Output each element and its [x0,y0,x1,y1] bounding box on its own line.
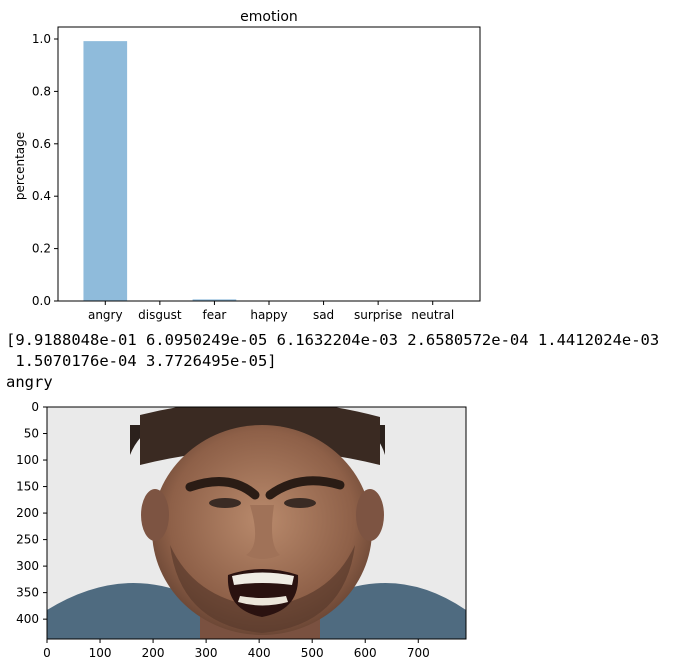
x-tick-label: happy [250,308,287,322]
image-x-tick-label: 700 [407,646,430,660]
image-y-tick-label: 350 [16,586,39,600]
probability-array-line-2: 1.5070176e-04 3.7726495e-05] [6,352,277,370]
image-x-tick-label: 600 [354,646,377,660]
bar-fear [192,299,237,301]
probability-array-line-1: [9.9188048e-01 6.0950249e-05 6.1632204e-… [6,331,660,349]
image-y-tick-label: 150 [16,480,39,494]
image-x-tick-label: 100 [89,646,112,660]
x-tick-label: disgust [138,308,182,322]
image-y-tick-label: 0 [31,400,39,414]
x-tick-label: surprise [354,308,402,322]
image-y-tick-label: 400 [16,612,39,626]
y-tick-label: 1.0 [32,32,51,46]
image-y-tick-label: 250 [16,533,39,547]
image-x-tick-label: 400 [248,646,271,660]
face-photo [47,407,466,639]
image-y-tick-label: 100 [16,453,39,467]
y-tick-label: 0.8 [32,84,51,98]
chart-title: emotion [240,9,298,25]
image-y-tick-label: 50 [24,427,39,441]
y-tick-label: 0.4 [32,189,51,203]
image-y-tick-label: 300 [16,559,39,573]
bar-angry [83,41,128,301]
image-frame [46,406,467,640]
x-tick-label: sad [313,308,334,322]
image-x-tick-label: 0 [43,646,51,660]
image-y-tick-label: 200 [16,506,39,520]
image-x-tick-label: 300 [195,646,218,660]
image-x-tick-label: 500 [301,646,324,660]
plot-frame [57,26,481,302]
predicted-label: angry [6,373,53,391]
face-image-plot: 0 50 100 150 200 250 300 350 400 0 100 200 300 400 50… [16,400,467,660]
y-tick-label: 0.0 [32,294,51,308]
x-tick-label: fear [202,308,226,322]
y-tick-label: 0.2 [32,242,51,256]
y-axis-label: percentage [13,132,27,200]
x-tick-label: angry [88,308,123,322]
y-tick-label: 0.6 [32,137,51,151]
image-x-tick-label: 200 [142,646,165,660]
emotion-bar-chart: emotion percentage 0.0 0.2 0.4 0.6 0.8 1.0 an… [13,9,481,322]
x-tick-label: neutral [411,308,454,322]
